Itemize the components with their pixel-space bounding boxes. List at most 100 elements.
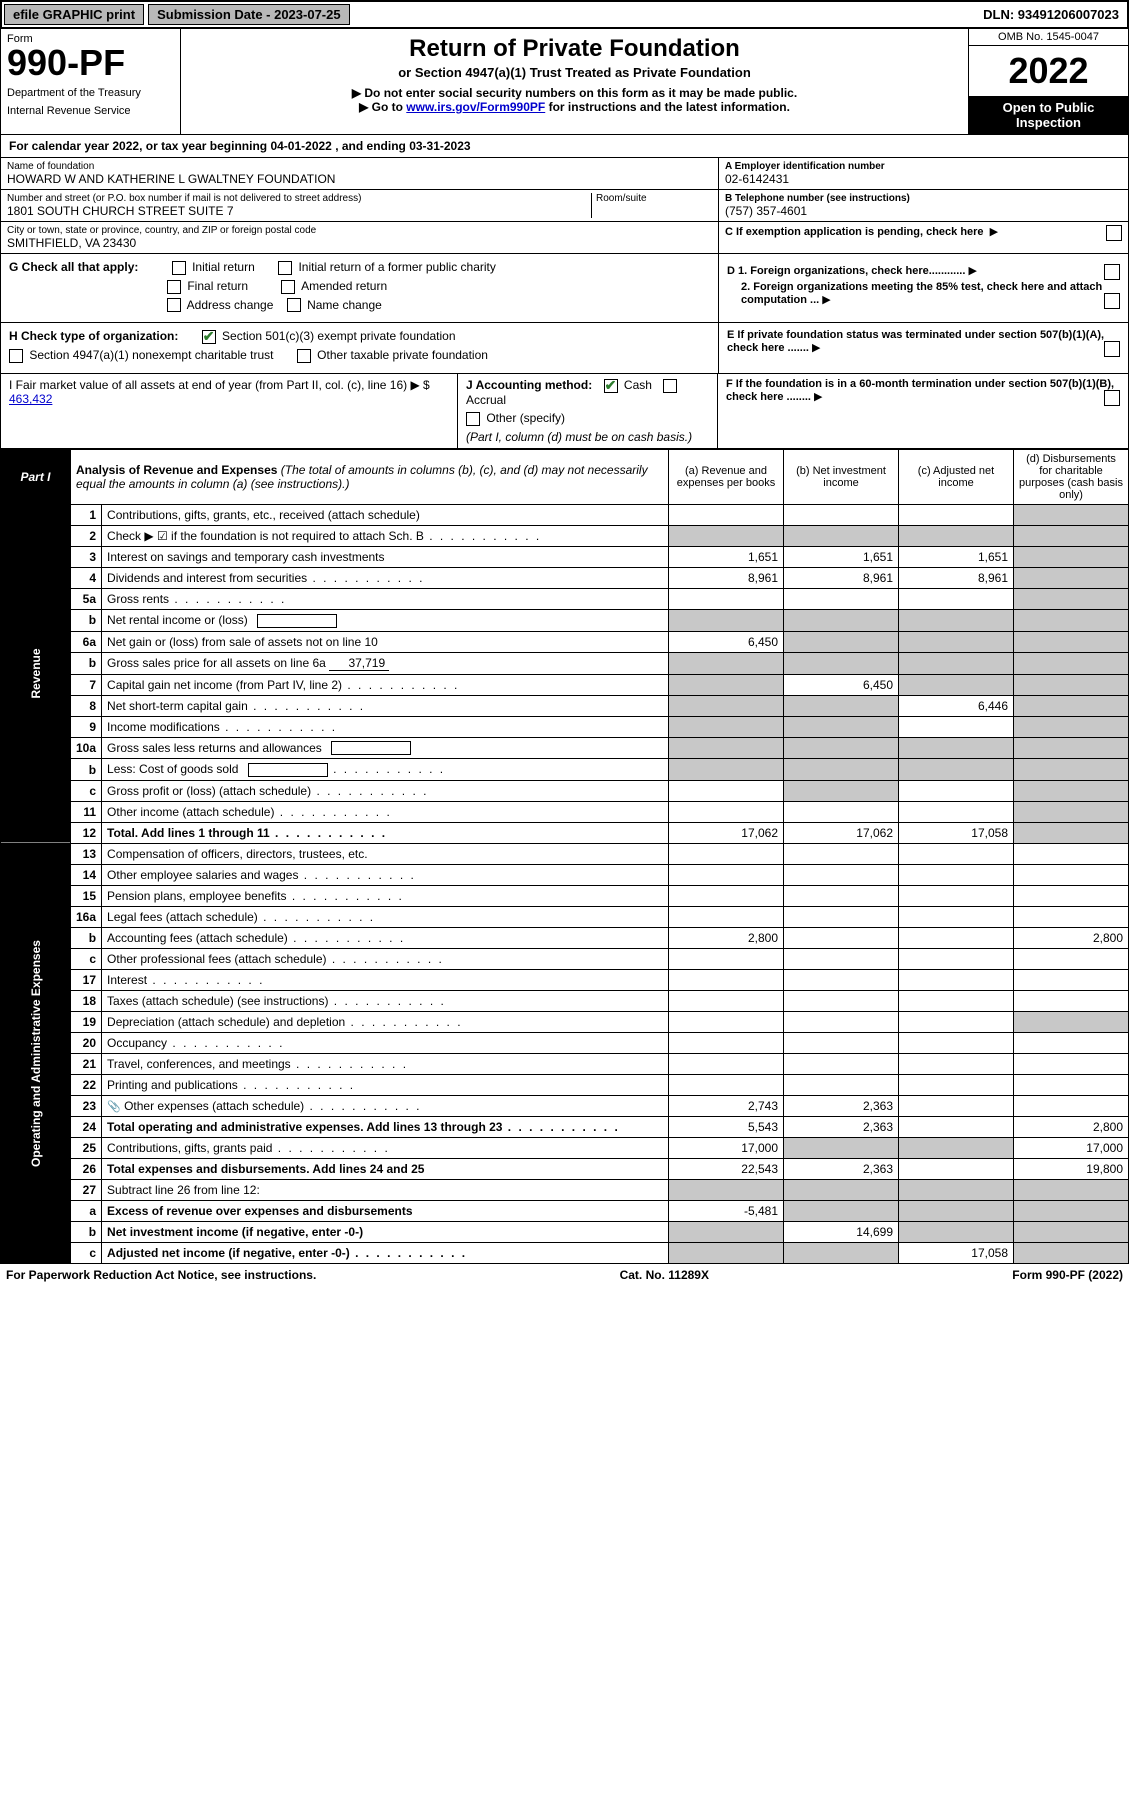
h-label: H Check type of organization: (9, 329, 178, 343)
col-a-value (669, 781, 784, 802)
line-description: Net rental income or (loss) (102, 609, 669, 631)
col-b-value (784, 802, 899, 823)
cb-cash[interactable] (604, 379, 618, 393)
line-number: 6a (71, 631, 102, 652)
cb-e[interactable] (1104, 341, 1120, 357)
col-d-value (1014, 991, 1129, 1012)
col-b-value (784, 1012, 899, 1033)
col-b-value: 6,450 (784, 674, 899, 695)
col-d-value (1014, 1096, 1129, 1117)
col-d-value (1014, 1180, 1129, 1201)
expense-row: Operating and Administrative Expenses13C… (1, 844, 1129, 865)
col-d-value (1014, 525, 1129, 546)
cb-initial-former[interactable] (278, 261, 292, 275)
line-number: 12 (71, 823, 102, 844)
cb-final-return[interactable] (167, 280, 181, 294)
form990pf-link[interactable]: www.irs.gov/Form990PF (406, 100, 545, 114)
col-a-value (669, 844, 784, 865)
efile-print-button[interactable]: efile GRAPHIC print (4, 4, 144, 25)
line-number: 15 (71, 886, 102, 907)
cb-accrual[interactable] (663, 379, 677, 393)
j-label: J Accounting method: (466, 378, 592, 392)
col-d-value (1014, 609, 1129, 631)
line-description: Capital gain net income (from Part IV, l… (102, 674, 669, 695)
line-number: 14 (71, 865, 102, 886)
line-number: b (71, 928, 102, 949)
col-b-value: 8,961 (784, 567, 899, 588)
col-d-value (1014, 1075, 1129, 1096)
line-description: Other employee salaries and wages (102, 865, 669, 886)
line-number: 16a (71, 907, 102, 928)
header-left: Form 990-PF Department of the Treasury I… (1, 29, 181, 134)
col-d-value: 2,800 (1014, 928, 1129, 949)
col-d-value (1014, 567, 1129, 588)
col-b-value: 14,699 (784, 1222, 899, 1243)
revenue-row: 11Other income (attach schedule) (1, 802, 1129, 823)
col-b-value (784, 716, 899, 737)
col-a-value: -5,481 (669, 1201, 784, 1222)
col-d-value (1014, 695, 1129, 716)
col-c-value (899, 1201, 1014, 1222)
part1-table: Part I Analysis of Revenue and Expenses … (0, 449, 1129, 1264)
c-pending-checkbox[interactable] (1106, 225, 1122, 241)
line-description: Contributions, gifts, grants, etc., rece… (102, 504, 669, 525)
cb-other-method[interactable] (466, 412, 480, 426)
dept-irs: Internal Revenue Service (7, 105, 174, 117)
city-state-zip: SMITHFIELD, VA 23430 (7, 236, 712, 250)
cb-name-change[interactable] (287, 298, 301, 312)
col-a-value: 6,450 (669, 631, 784, 652)
col-d-value: 2,800 (1014, 1117, 1129, 1138)
cb-f[interactable] (1104, 390, 1120, 406)
col-b-value: 1,651 (784, 546, 899, 567)
line-description: 📎 Other expenses (attach schedule) (102, 1096, 669, 1117)
i-value[interactable]: 463,432 (9, 392, 52, 406)
cb-amended-return[interactable] (281, 280, 295, 294)
line-description: Check ▶ ☑ if the foundation is not requi… (102, 525, 669, 546)
line-description: Total operating and administrative expen… (102, 1117, 669, 1138)
cb-address-change[interactable] (167, 298, 181, 312)
line-number: 25 (71, 1138, 102, 1159)
line-description: Other income (attach schedule) (102, 802, 669, 823)
g-opt-3: Amended return (301, 279, 387, 293)
col-d-value (1014, 1201, 1129, 1222)
expense-row: 19Depreciation (attach schedule) and dep… (1, 1012, 1129, 1033)
col-c-value (899, 844, 1014, 865)
line-description: Gross sales less returns and allowances (102, 737, 669, 759)
line-number: 8 (71, 695, 102, 716)
col-c-header: (c) Adjusted net income (899, 449, 1014, 504)
revenue-row: 8Net short-term capital gain6,446 (1, 695, 1129, 716)
col-b-value (784, 970, 899, 991)
cb-d1[interactable] (1104, 264, 1120, 280)
cb-501c3[interactable] (202, 330, 216, 344)
attachment-icon[interactable]: 📎 (107, 1101, 121, 1113)
line-number: c (71, 1243, 102, 1264)
f-check: F If the foundation is in a 60-month ter… (718, 374, 1128, 448)
col-a-value (669, 609, 784, 631)
col-d-value (1014, 631, 1129, 652)
d1-label: D 1. Foreign organizations, check here..… (727, 265, 965, 277)
street-address: 1801 SOUTH CHURCH STREET SUITE 7 (7, 204, 587, 218)
col-b-value (784, 1033, 899, 1054)
col-c-value (899, 907, 1014, 928)
revenue-row: bNet rental income or (loss) (1, 609, 1129, 631)
col-d-header: (d) Disbursements for charitable purpose… (1014, 449, 1129, 504)
expense-row: 24Total operating and administrative exp… (1, 1117, 1129, 1138)
name-label: Name of foundation (7, 161, 712, 172)
col-a-value (669, 1075, 784, 1096)
col-a-value (669, 525, 784, 546)
col-c-value (899, 781, 1014, 802)
cb-other-taxable[interactable] (297, 349, 311, 363)
ijf-row: I Fair market value of all assets at end… (0, 374, 1129, 449)
col-c-value: 17,058 (899, 1243, 1014, 1264)
cb-d2[interactable] (1104, 293, 1120, 309)
col-d-value (1014, 504, 1129, 525)
col-a-value (669, 504, 784, 525)
col-c-value (899, 802, 1014, 823)
line-description: Gross profit or (loss) (attach schedule) (102, 781, 669, 802)
col-a-value (669, 907, 784, 928)
col-d-value (1014, 823, 1129, 844)
col-b-value (784, 737, 899, 759)
cb-4947a1[interactable] (9, 349, 23, 363)
cb-initial-return[interactable] (172, 261, 186, 275)
col-d-value (1014, 716, 1129, 737)
